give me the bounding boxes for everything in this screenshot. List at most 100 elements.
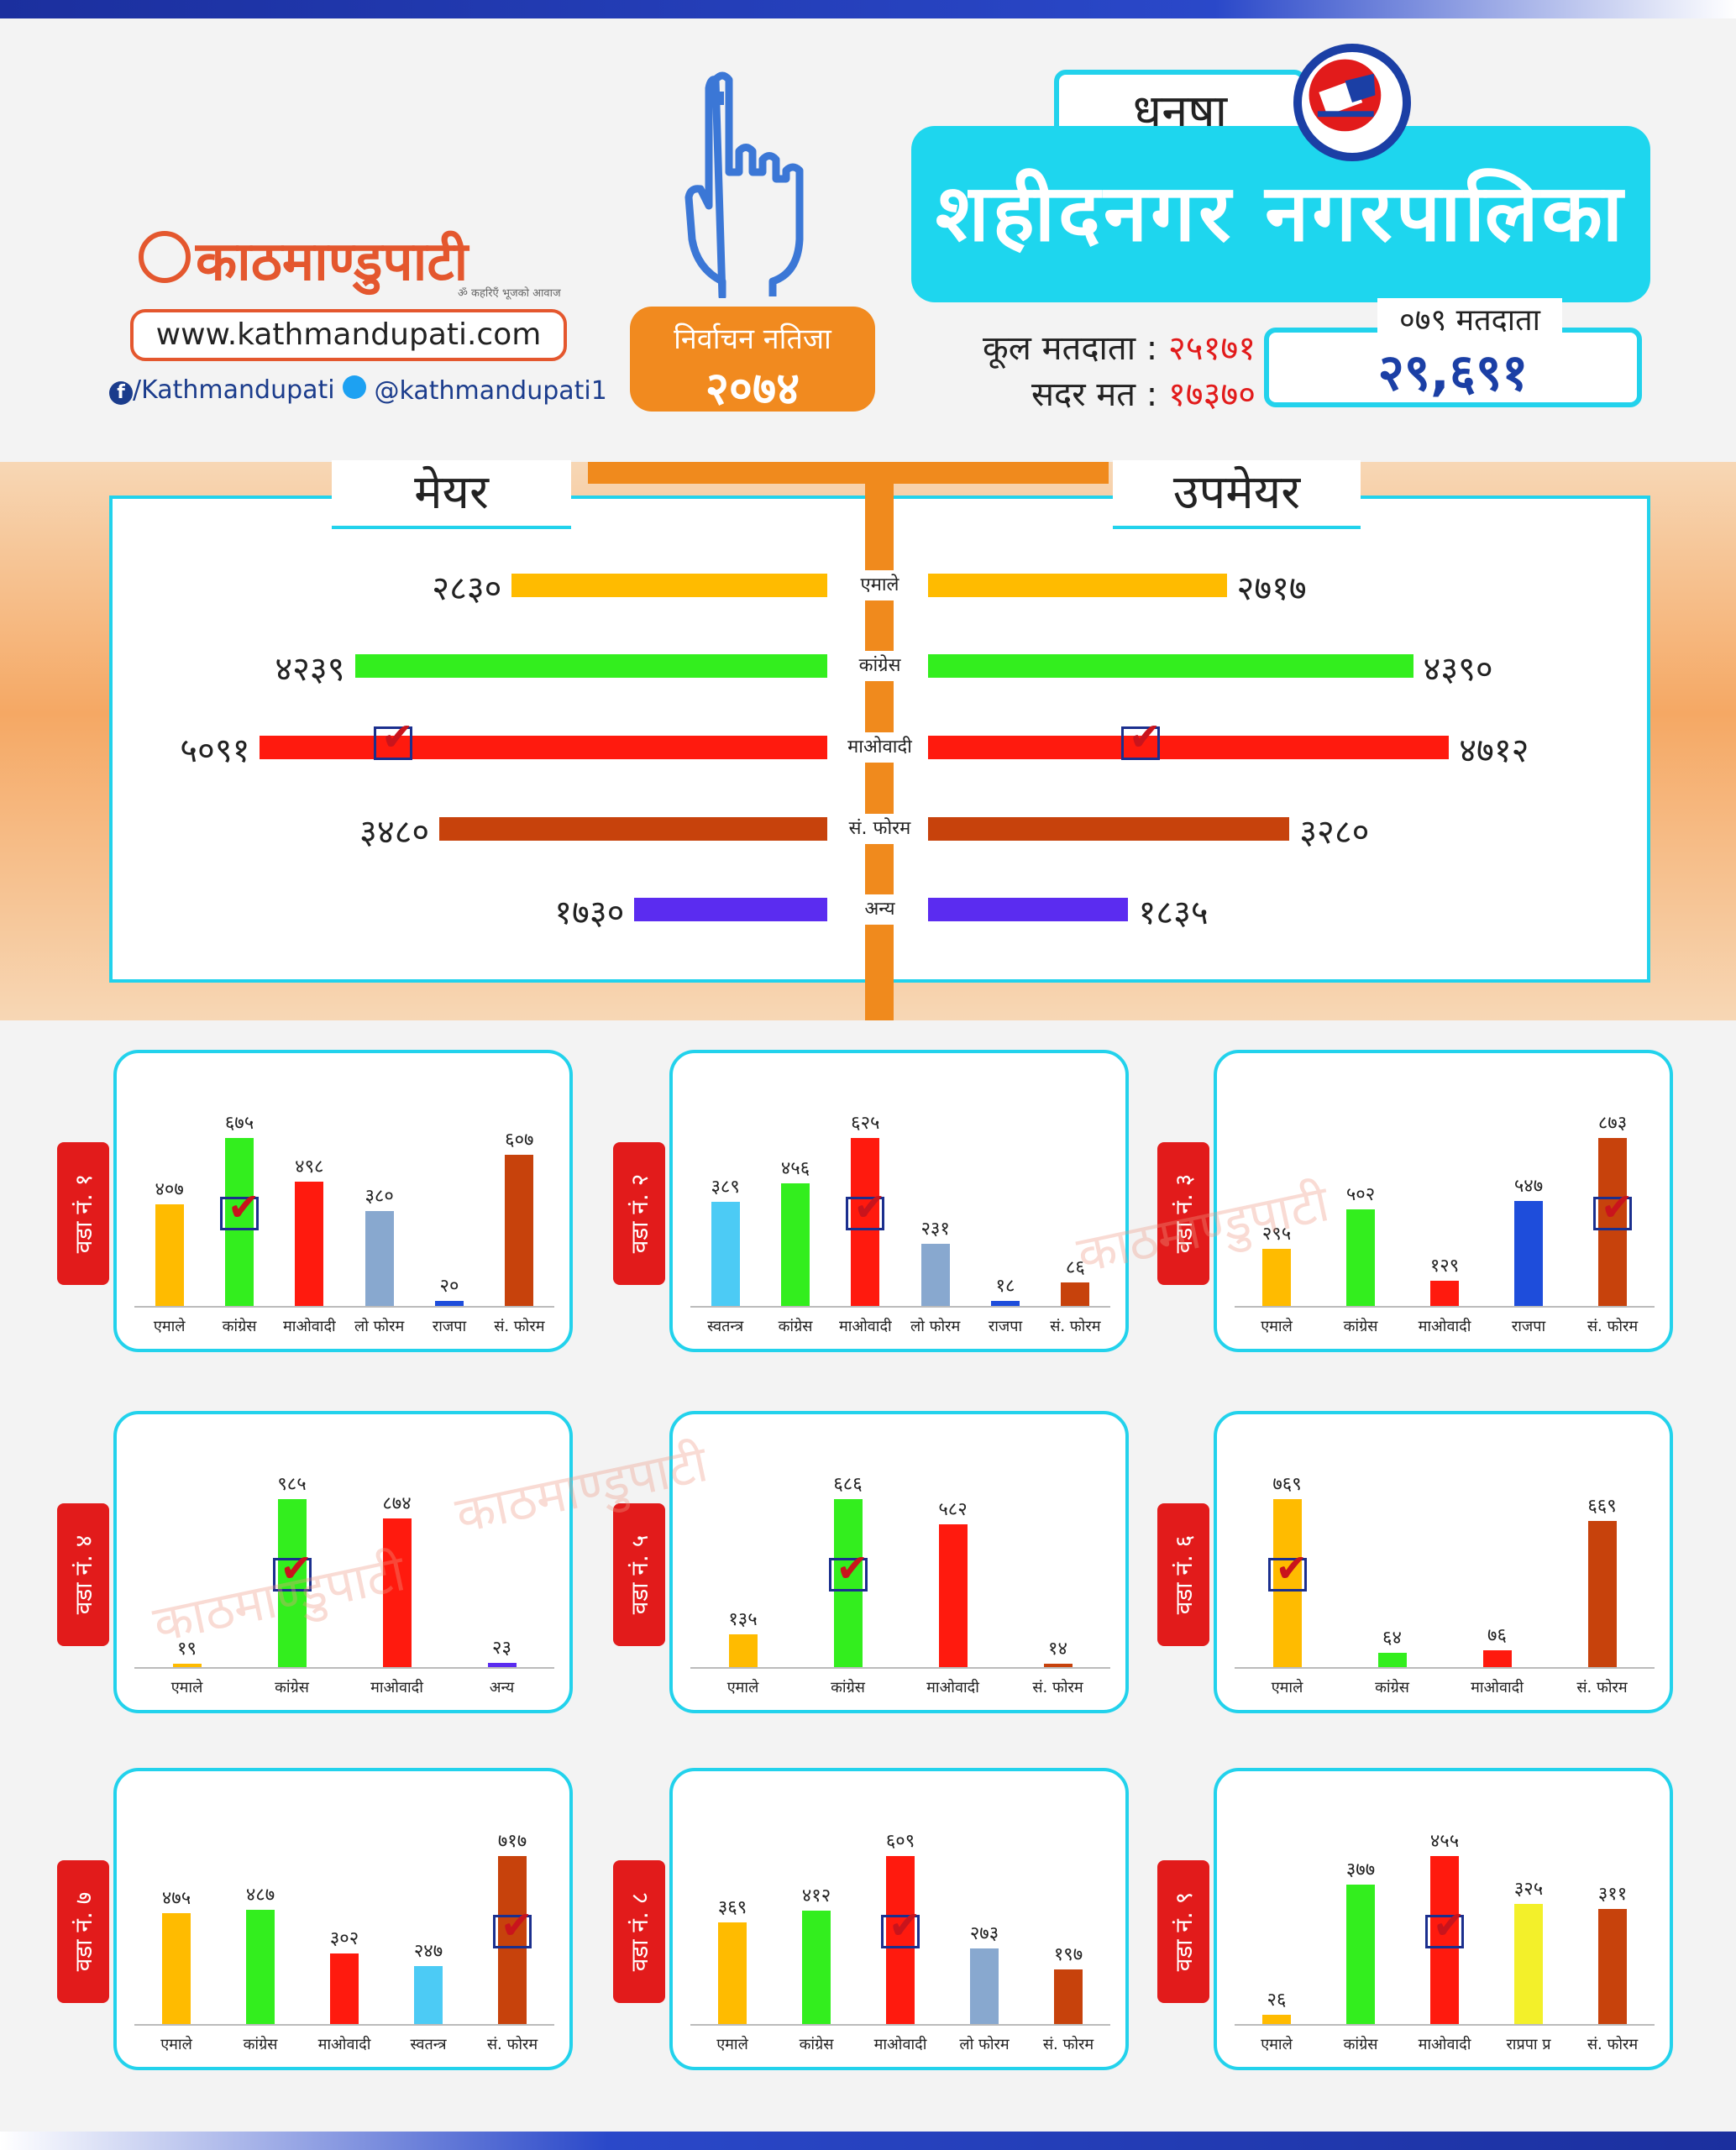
ward-card (669, 1050, 1129, 1352)
ward-bar-value: ४५६ (780, 1158, 810, 1180)
ward-bar (382, 1518, 412, 1667)
deputy-bar (924, 898, 1129, 921)
ward-bar-value: ४७५ (161, 1887, 191, 1909)
ward-bar-value: ६४ (1382, 1628, 1402, 1649)
ward-bar-value: ६०७ (505, 1130, 534, 1151)
mayor-value-label: ४२३९ (275, 650, 345, 689)
mayor-bar (439, 817, 827, 841)
mayor-title: मेयर (332, 460, 571, 529)
ward-bar-value: ४०७ (155, 1179, 184, 1201)
ward-category-label: कांग्रेस (799, 2036, 834, 2053)
election-result-badge: निर्वाचन नतिजा २०७४ (630, 307, 875, 415)
ward-label: वडा नं. ६ (1157, 1503, 1209, 1646)
ward-bar-value: ६८६ (833, 1474, 863, 1495)
ward-bar (1514, 1904, 1543, 2024)
ward-category-label: राप्रपा प्र (1506, 2036, 1551, 2053)
total-voters-value: २५१७१ (1168, 329, 1256, 368)
mayor-deputy-chart: एमाले २८३० २७१७ कांग्रेस ४२३९ ४३९० माओवादी ५०९१… (0, 0, 1736, 1008)
twitter-link[interactable]: @kathmandupati1 (343, 375, 607, 406)
ward-category-label: सं. फोरम (486, 2036, 538, 2053)
ward-category-label: माओवादी (926, 1679, 979, 1696)
deputy-value-label: ४७१२ (1459, 732, 1529, 770)
ward-category-label: कांग्रेस (1375, 1679, 1409, 1696)
website-link[interactable]: www.kathmandupati.com (130, 309, 567, 361)
ward-category-label: कांग्रेस (222, 1318, 257, 1335)
ward-category-label: एमाले (1271, 1679, 1303, 1696)
top-accent-bar (0, 0, 1736, 18)
ward-bar-value: ६०९ (885, 1831, 915, 1852)
winner-check-icon (846, 1184, 886, 1230)
logo-icon (139, 231, 191, 283)
ward-label-text: वडा नं. ८ (626, 1891, 653, 1972)
ward-bar (711, 1201, 740, 1306)
party-label: एमाले (831, 570, 928, 600)
mayor-value-label: ३४८० (359, 813, 430, 852)
ward-category-label: कांग्रेस (243, 2036, 278, 2053)
ward-bar-value: १३५ (728, 1608, 758, 1630)
ward-category-label: राजपा (988, 1318, 1023, 1335)
party-label: सं. फोरम (831, 814, 928, 844)
ward-bar (1043, 1663, 1073, 1667)
ward-bar (1054, 1969, 1083, 2024)
ward-bar (162, 1912, 191, 2024)
ward-bar (1346, 1209, 1375, 1306)
ward-category-label: अन्य (489, 1679, 515, 1696)
ward-bar (365, 1211, 394, 1306)
total-voters: कूल मतदाता : २५१७१ (911, 323, 1256, 370)
ward-bar-value: १४ (1048, 1638, 1067, 1660)
ward-bar (970, 1948, 999, 2024)
ward-label: वडा नं. ३ (1157, 1142, 1209, 1285)
ward-bar-value: १८ (995, 1276, 1015, 1298)
ward-bar-value: ७६९ (1272, 1474, 1302, 1495)
x-axis (134, 1306, 554, 1308)
winner-check-icon (1593, 1184, 1634, 1230)
ward-category-label: माओवादी (1418, 1318, 1471, 1335)
ward-bar (1346, 1885, 1375, 2024)
voters-079-label: ०७९ मतदाता (1377, 298, 1562, 339)
ward-card (669, 1411, 1129, 1713)
mayor-header-bar (588, 462, 1109, 484)
mayor-value-label: १७३० (554, 894, 625, 932)
ward-bar-value: ५०२ (1345, 1183, 1376, 1205)
ward-bar-value: २९५ (1261, 1224, 1292, 1245)
facebook-icon: f (109, 381, 133, 405)
ward-label: वडा नं. १ (57, 1142, 109, 1285)
ward-bar (1061, 1282, 1090, 1306)
ward-bar-value: १२९ (1429, 1256, 1460, 1277)
ward-bar (330, 1953, 359, 2024)
ward-category-label: एमाले (170, 1679, 203, 1696)
ward-bar-value: २७३ (969, 1923, 999, 1945)
ward-label: वडा नं. ५ (613, 1503, 665, 1646)
valid-votes: सदर मत : १७३७० (911, 370, 1256, 416)
ward-category-label: माओवादी (1418, 2036, 1471, 2053)
ward-label-text: वडा नं. ५ (626, 1534, 653, 1615)
winner-check-icon (881, 1902, 921, 1948)
bottom-accent-bar (0, 2132, 1736, 2150)
mayor-value-label: ५०९१ (180, 732, 250, 770)
ward-bar-value: ७६ (1487, 1625, 1507, 1647)
x-axis (1235, 2024, 1655, 2026)
ward-bar (1262, 2014, 1291, 2024)
party-label: अन्य (831, 894, 928, 925)
deputy-value-label: २७१७ (1236, 569, 1307, 608)
ward-category-label: एमाले (153, 1318, 186, 1335)
logo-text: काठमाण्डुपाटी (196, 231, 469, 293)
winner-check-icon (220, 1184, 260, 1230)
deputy-bar (924, 736, 1450, 759)
ward-bar (781, 1183, 810, 1306)
ward-bar-value: ८७३ (1597, 1113, 1628, 1134)
party-label: माओवादी (831, 732, 928, 763)
deputy-value-label: १८३५ (1138, 894, 1209, 932)
result-year: २०७४ (705, 362, 800, 415)
ward-bar-value: ५४७ (1513, 1175, 1544, 1197)
x-axis (1235, 1306, 1655, 1308)
ward-bar-value: ७१७ (497, 1831, 527, 1852)
facebook-link[interactable]: f/Kathmandupati (109, 375, 335, 405)
ward-category-label: माओवादी (873, 2036, 927, 2053)
ward-bar (1514, 1200, 1543, 1306)
ward-bar (1377, 1653, 1407, 1667)
ward-category-label: राजपा (432, 1318, 467, 1335)
twitter-handle: @kathmandupati1 (374, 376, 607, 406)
ward-bar-value: ४८७ (245, 1885, 275, 1906)
